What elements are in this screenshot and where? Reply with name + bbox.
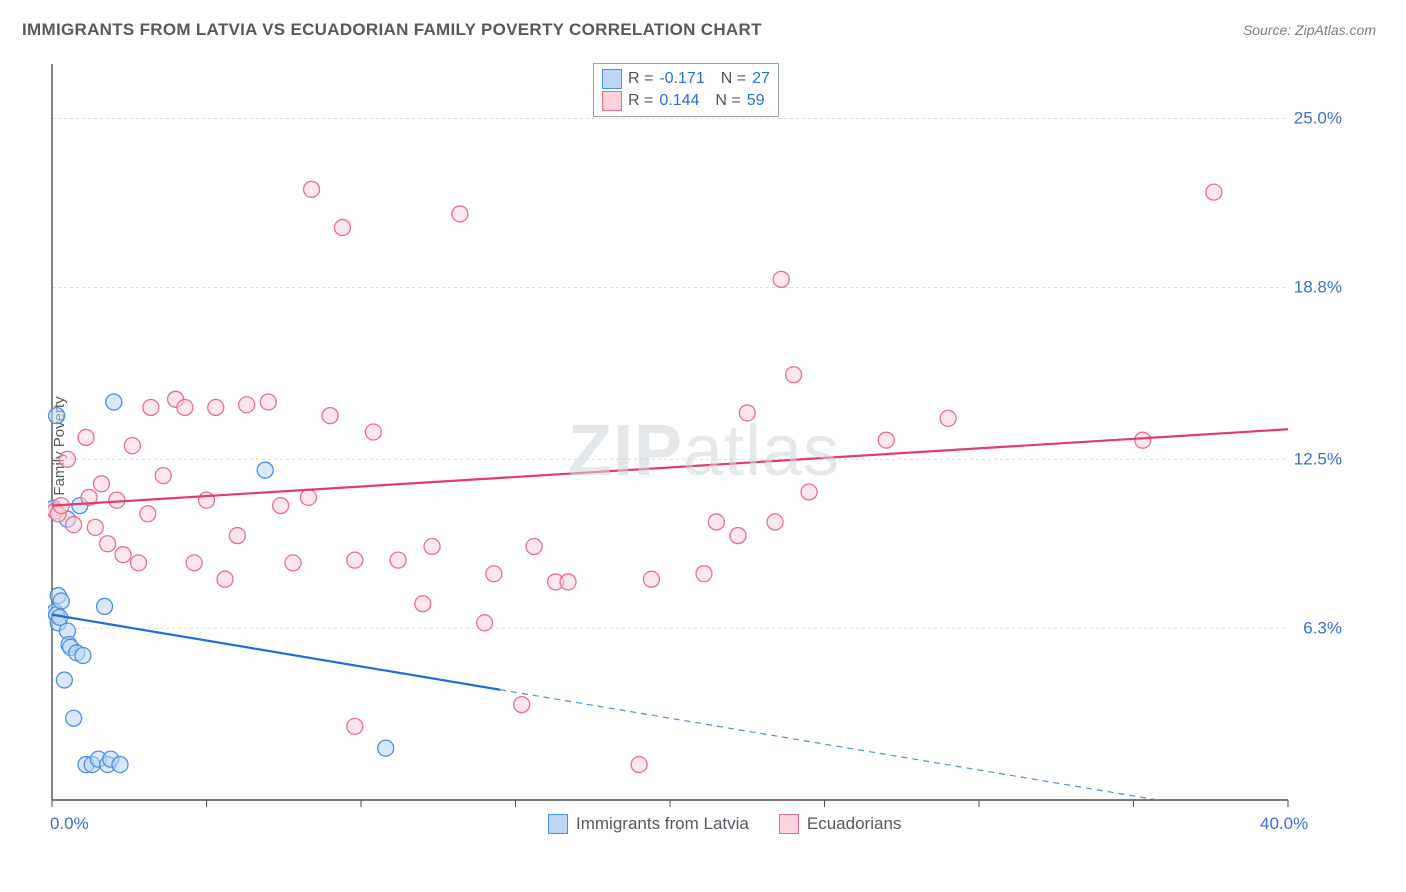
data-point [878,432,894,448]
data-point [87,519,103,535]
data-point [56,672,72,688]
data-point [112,757,128,773]
regression-line [52,615,500,690]
data-point [59,451,75,467]
data-point [49,408,65,424]
scatter-plot: 6.3%12.5%18.8%25.0% ZIPatlas R = -0.171N… [48,60,1348,830]
x-axis-start-label: 0.0% [50,814,89,834]
data-point [560,574,576,590]
y-tick-label: 25.0% [1294,109,1342,128]
data-point [155,468,171,484]
chart-svg: 6.3% 12.5% 18.8% 25.0% [48,60,1348,830]
data-point [801,484,817,500]
legend-stat-row: R = -0.171 N = 27 [602,68,770,90]
legend-stat-row: R = 0.144 N = 59 [602,90,770,112]
legend-swatch [548,814,568,834]
x-axis-end-label: 40.0% [1260,814,1308,834]
data-point [115,547,131,563]
legend-swatch [779,814,799,834]
data-point [643,571,659,587]
data-point [304,181,320,197]
chart-title: IMMIGRANTS FROM LATVIA VS ECUADORIAN FAM… [22,20,762,40]
data-point [75,648,91,664]
data-point [1206,184,1222,200]
data-point [696,566,712,582]
data-point [415,596,431,612]
data-point [140,506,156,522]
data-point [452,206,468,222]
data-point [631,757,647,773]
legend-swatch [602,91,622,111]
correlation-legend: R = -0.171 N = 27 R = 0.144 N = 59 [593,63,779,117]
data-point [786,367,802,383]
data-point [199,492,215,508]
legend-swatch [602,69,622,89]
stat-N-label: N = [715,90,740,112]
data-point [66,517,82,533]
data-point [347,552,363,568]
data-point [514,697,530,713]
data-point [97,598,113,614]
data-point [53,593,69,609]
y-tick-label: 18.8% [1294,278,1342,297]
data-point [260,394,276,410]
data-point [300,489,316,505]
data-point [78,429,94,445]
stat-R-value: 0.144 [659,90,699,112]
source-label: Source: [1243,22,1291,38]
data-point [708,514,724,530]
legend-series-item: Ecuadorians [779,814,902,834]
data-point [322,408,338,424]
data-point [1135,432,1151,448]
data-point [217,571,233,587]
data-point [131,555,147,571]
data-point [390,552,406,568]
y-tick-label: 12.5% [1294,449,1342,468]
data-point [186,555,202,571]
y-tick-label: 6.3% [1303,618,1342,637]
data-point [285,555,301,571]
stat-R-value: -0.171 [659,68,704,90]
data-point [424,538,440,554]
data-point [143,399,159,415]
data-point [273,498,289,514]
source-value: ZipAtlas.com [1295,22,1376,38]
series-legend: Immigrants from Latvia Ecuadorians [548,814,901,834]
data-point [378,740,394,756]
data-point [486,566,502,582]
stat-N-value: 27 [752,68,770,90]
data-point [940,410,956,426]
data-point [106,394,122,410]
regression-line-extrapolated [500,690,1158,800]
legend-series-item: Immigrants from Latvia [548,814,749,834]
stat-R-label: R = [628,90,653,112]
data-point [730,528,746,544]
data-point [93,476,109,492]
data-point [334,220,350,236]
legend-series-label: Ecuadorians [807,814,902,834]
data-point [100,536,116,552]
source-attribution: Source: ZipAtlas.com [1243,22,1376,38]
data-point [124,438,140,454]
data-point [773,271,789,287]
data-point [347,718,363,734]
regression-line [52,429,1288,505]
data-point [229,528,245,544]
data-point [177,399,193,415]
data-point [526,538,542,554]
data-point [257,462,273,478]
legend-series-label: Immigrants from Latvia [576,814,749,834]
data-point [365,424,381,440]
data-point [739,405,755,421]
stat-N-label: N = [721,68,746,90]
data-point [208,399,224,415]
data-point [66,710,82,726]
data-point [477,615,493,631]
stat-R-label: R = [628,68,653,90]
data-point [767,514,783,530]
stat-N-value: 59 [747,90,765,112]
data-point [239,397,255,413]
